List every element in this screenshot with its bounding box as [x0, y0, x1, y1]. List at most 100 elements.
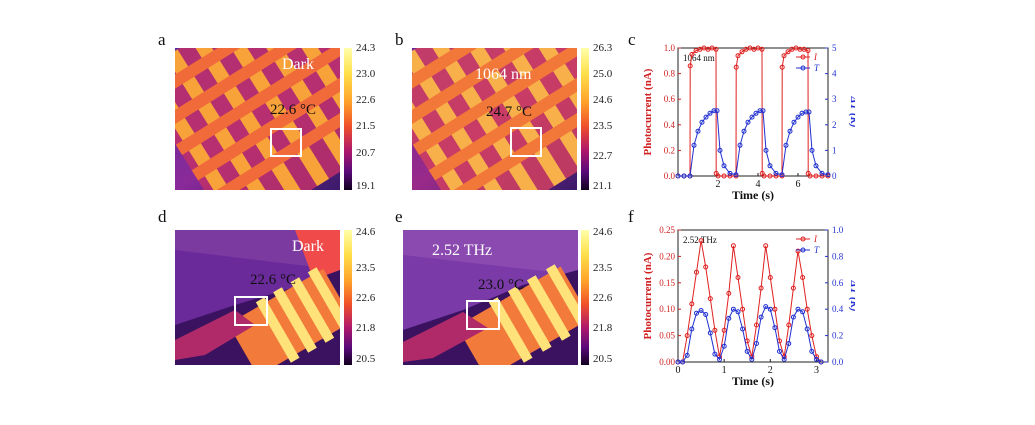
label-1064-b: 1064 nm [475, 66, 532, 83]
legend-entry: T [814, 63, 820, 73]
data-point-I [684, 333, 690, 339]
x-tick-label: 0 [676, 365, 681, 376]
cbar-tick: 26.3 [593, 42, 613, 54]
y-right-tick-label: 0.8 [832, 251, 844, 261]
data-point-T [717, 147, 723, 153]
temp-label-a: 22.6 °C [270, 102, 317, 118]
data-point-I [773, 173, 779, 179]
data-point-I [713, 46, 719, 52]
cbar-tick: 21.1 [593, 180, 613, 192]
legend-entry: I [813, 52, 818, 62]
thermal-image-b [412, 48, 577, 190]
data-point-T [763, 147, 769, 153]
y-left-axis-label: Photocurrent (nA) [642, 252, 654, 339]
data-point-I [715, 173, 721, 179]
data-point-T [721, 163, 727, 169]
data-point-T [680, 359, 686, 365]
data-point-T [694, 310, 699, 316]
data-point-T [744, 348, 750, 354]
cbar-tick: 20.7 [356, 147, 376, 159]
data-point-I [687, 63, 693, 69]
cbar-tick: 22.6 [356, 94, 376, 106]
data-point-T [689, 326, 695, 332]
x-axis-label: Time (s) [732, 374, 774, 388]
data-point-T [779, 172, 785, 178]
cbar-tick: 22.6 [593, 292, 613, 304]
series-line-T [678, 305, 822, 363]
data-point-I [694, 269, 699, 275]
data-point-I [807, 173, 813, 179]
y-left-tick-label: 0.4 [664, 120, 676, 130]
data-point-T [727, 170, 733, 176]
chart-c: 2 4 6 0.0 0.2 0.4 0.6 0.8 1.0 0 1 2 3 4 5 Time (s) Photo… [640, 38, 860, 208]
data-point-I [733, 64, 739, 70]
panel-letter-b: b [395, 30, 404, 49]
data-point-T [707, 110, 713, 116]
y-right-tick-label: 1.0 [832, 225, 844, 235]
cbar-tick: 23.5 [593, 262, 613, 274]
x-tick-label: 6 [796, 179, 801, 190]
data-point-T [791, 119, 797, 125]
roi-box-a [270, 128, 302, 157]
y-right-tick-label: 1 [832, 145, 837, 155]
cbar-tick: 23.5 [593, 120, 613, 132]
y-right-axis-label: ΔT (K) [848, 95, 855, 127]
data-point-T [758, 314, 764, 320]
data-point-I [759, 46, 765, 52]
data-point-T [741, 128, 747, 134]
temp-label-d: 22.6 °C [250, 272, 297, 288]
data-point-T [687, 173, 693, 179]
data-point-T [675, 173, 681, 179]
data-point-I [727, 173, 733, 179]
roi-box-e [466, 300, 500, 330]
x-tick-label: 3 [814, 365, 819, 376]
data-point-I [767, 275, 773, 280]
roi-box-b [510, 127, 542, 157]
legend-marker [800, 247, 806, 253]
y-right-tick-label: 0 [832, 171, 837, 181]
cbar-tick: 24.6 [593, 94, 613, 106]
x-tick-label: 2 [768, 365, 773, 376]
data-point-I [739, 49, 745, 55]
data-point-T [733, 172, 739, 178]
data-point-I [712, 327, 718, 333]
data-point-T [790, 314, 796, 320]
y-left-tick-label: 0.20 [659, 251, 675, 261]
data-point-I [735, 275, 741, 280]
data-point-I [779, 64, 785, 70]
data-point-T [795, 114, 801, 120]
data-point-T [684, 352, 690, 358]
data-point-T [809, 348, 815, 354]
y-left-tick-label: 0.6 [664, 94, 676, 104]
data-point-I [772, 306, 778, 312]
data-point-I [721, 327, 727, 333]
series-line-T [678, 110, 829, 177]
label-dark-a: Dark [282, 56, 314, 73]
colorbar-e [581, 230, 589, 365]
colorbar-d [344, 230, 352, 365]
cbar-tick: 24.6 [356, 226, 376, 238]
data-point-T [800, 309, 806, 315]
x-axis-label: Time (s) [732, 188, 774, 202]
y-left-tick-label: 0.15 [659, 278, 675, 288]
cbar-tick: 21.8 [356, 322, 376, 334]
y-right-axis-label: ΔT (K) [848, 279, 855, 311]
y-right-tick-label: 0.6 [832, 278, 844, 288]
data-point-T [749, 114, 755, 120]
chart-c-svg: 2 4 6 0.0 0.2 0.4 0.6 0.8 1.0 0 1 2 3 4 5 Time (s) Photo… [642, 43, 860, 202]
legend-marker [800, 65, 806, 71]
data-point-T [703, 114, 709, 120]
data-point-I [813, 173, 819, 179]
y-left-tick-label: 1.0 [664, 43, 676, 53]
cbar-tick: 24.3 [356, 42, 376, 54]
data-point-T [749, 356, 755, 362]
data-point-T [795, 306, 801, 312]
data-point-T [675, 359, 681, 365]
series-line-I [678, 240, 822, 363]
thermal-image-d [175, 230, 340, 365]
cbar-tick: 25.0 [593, 68, 613, 80]
y-left-tick-label: 0.00 [659, 357, 675, 367]
data-point-I [767, 173, 773, 179]
data-point-T [806, 109, 812, 115]
data-point-I [740, 306, 746, 312]
